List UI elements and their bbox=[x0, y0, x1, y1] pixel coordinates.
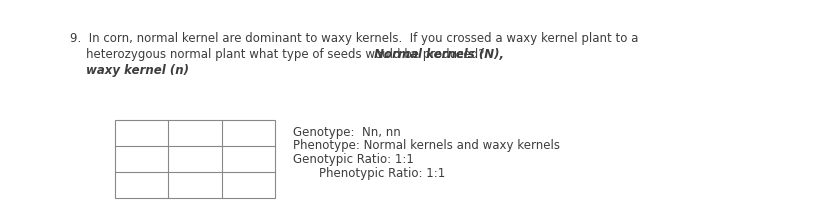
Text: Normal kernels (N),: Normal kernels (N), bbox=[370, 48, 504, 61]
Text: heterozygous normal plant what type of seeds would be produced?: heterozygous normal plant what type of s… bbox=[86, 48, 484, 61]
Text: waxy kernel (n): waxy kernel (n) bbox=[86, 64, 189, 77]
Bar bbox=[115, 120, 275, 198]
Text: Genotypic Ratio: 1:1: Genotypic Ratio: 1:1 bbox=[293, 153, 414, 166]
Text: Phenotypic Ratio: 1:1: Phenotypic Ratio: 1:1 bbox=[318, 166, 445, 180]
Text: 9.  In corn, normal kernel are dominant to waxy kernels.  If you crossed a waxy : 9. In corn, normal kernel are dominant t… bbox=[70, 32, 638, 45]
Text: Genotype:  Nn, nn: Genotype: Nn, nn bbox=[293, 126, 400, 139]
Text: Phenotype: Normal kernels and waxy kernels: Phenotype: Normal kernels and waxy kerne… bbox=[293, 140, 559, 152]
